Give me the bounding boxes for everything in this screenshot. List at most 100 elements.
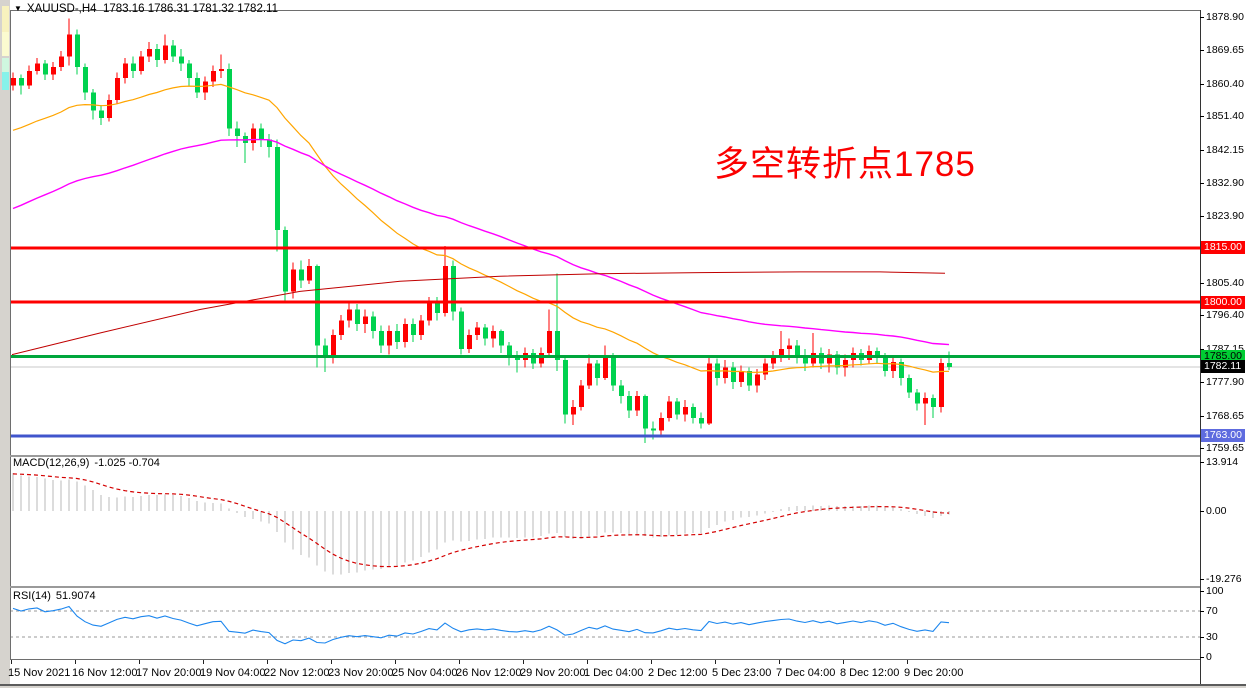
time-axis-label: 2 Dec 12:00 [648,667,708,679]
macd-axis-label: 0.00 [1206,505,1227,517]
time-axis-label: 19 Nov 04:00 [200,667,266,679]
price-axis-label: 1759.65 [1206,442,1244,454]
price-axis-label: 1878.90 [1206,11,1244,23]
rsi-axis-label: 30 [1206,631,1218,643]
long-ma [11,271,946,356]
chart-frame-left [10,10,11,660]
rsi-panel-canvas[interactable] [10,588,1200,659]
price-axis-label: 1851.40 [1206,110,1244,122]
price-axis-tick [1200,283,1204,284]
macd-values: -1.025 -0.704 [94,457,160,469]
time-axis-tick [11,660,12,664]
bottom-scroll-line[interactable] [0,684,1246,686]
price-axis-label: 1823.90 [1206,210,1244,222]
price-line-badge: 1800.00 [1201,296,1245,309]
price-axis-tick [1200,84,1204,85]
rsi-axis-tick [1200,657,1204,658]
dock-block-4 [2,72,9,90]
price-axis-tick [1200,448,1204,449]
time-axis-label: 22 Nov 12:00 [264,667,330,679]
time-axis-tick [75,660,76,664]
fast-ma [12,83,950,374]
time-axis-label: 8 Dec 12:00 [840,667,900,679]
time-axis-tick [139,660,140,664]
price-line-badge: 1785.00 [1201,350,1245,363]
rsi-label-row: RSI(14) 51.9074 [13,590,101,602]
time-axis-tick [843,660,844,664]
time-axis-label: 26 Nov 12:00 [456,667,522,679]
price-axis-label: 1768.65 [1206,410,1244,422]
time-axis-label: 29 Nov 20:00 [520,667,586,679]
price-axis-label: 1860.40 [1206,78,1244,90]
macd-label: MACD(12,26,9) [13,457,90,469]
macd-axis-label: -19.276 [1206,573,1242,585]
rsi-panel-separator[interactable] [10,586,1201,588]
dock-block-1 [2,6,9,32]
macd-panel-canvas[interactable] [10,457,1200,586]
collapse-chart-icon[interactable]: ▼ [14,4,22,13]
price-axis-line [1200,10,1201,684]
symbol-period-label: XAUUSD-,H4 [26,3,97,15]
macd-signal-line [12,473,950,568]
ohlc-values: 1783.16 1786.31 1781.32 1782.11 [102,3,278,15]
macd-axis-tick [1200,579,1204,580]
time-axis-tick [395,660,396,664]
time-axis-tick [779,660,780,664]
macd-axis-tick [1200,511,1204,512]
chart-ohlc-header: ▼ XAUUSD-,H4 1783.16 1786.31 1781.32 1782… [14,3,278,15]
rsi-line [12,605,950,645]
time-axis-tick [203,660,204,664]
price-axis-tick [1200,315,1204,316]
dock-block-3 [2,58,9,72]
time-axis-tick [523,660,524,664]
macd-panel-separator[interactable] [10,455,1201,457]
candles-layer[interactable] [11,18,952,444]
price-axis-tick [1200,17,1204,18]
price-axis-label: 1805.40 [1206,277,1244,289]
time-axis-label: 5 Dec 23:00 [712,667,772,679]
rsi-axis-tick [1200,611,1204,612]
price-axis-label: 1777.90 [1206,376,1244,388]
price-axis-label: 1832.90 [1206,177,1244,189]
price-axis-tick [1200,349,1204,350]
time-axis-label: 23 Nov 20:00 [328,667,394,679]
time-axis-label: 25 Nov 04:00 [392,667,458,679]
price-line-badge: 1763.00 [1201,429,1245,442]
price-axis-tick [1200,150,1204,151]
time-axis-label: 15 Nov 2021 [8,667,71,679]
rsi-axis-tick [1200,591,1204,592]
chart-frame-bottom [10,659,1201,660]
time-axis-tick [587,660,588,664]
time-axis-tick [651,660,652,664]
price-axis-label: 1842.15 [1206,144,1244,156]
bottom-edge-strip [0,686,1246,688]
slow-ma [12,138,950,346]
price-axis-label: 1796.40 [1206,309,1244,321]
price-chart-canvas[interactable] [10,11,1200,455]
macd-axis-tick [1200,462,1204,463]
left-dock-strip [0,0,10,688]
time-axis-tick [715,660,716,664]
time-axis-tick [267,660,268,664]
current-price-badge: 1782.11 [1201,360,1245,373]
price-axis-tick [1200,382,1204,383]
time-axis-label: 9 Dec 20:00 [904,667,964,679]
price-line-badge: 1815.00 [1201,241,1245,254]
rsi-label: RSI(14) [13,590,51,602]
macd-label-row: MACD(12,26,9) -1.025 -0.704 [13,457,165,469]
time-axis-label: 17 Nov 20:00 [136,667,202,679]
price-axis-tick [1200,216,1204,217]
rsi-axis-tick [1200,637,1204,638]
time-axis-tick [459,660,460,664]
time-axis-tick [331,660,332,664]
rsi-value: 51.9074 [55,590,96,602]
price-axis-tick [1200,183,1204,184]
time-axis-tick [907,660,908,664]
price-axis-label: 1869.65 [1206,44,1244,56]
dock-block-2 [2,32,9,56]
macd-axis-label: 13.914 [1206,456,1239,468]
rsi-axis-label: 0 [1206,651,1212,663]
rsi-axis-label: 100 [1206,585,1224,597]
rsi-axis-label: 70 [1206,605,1218,617]
